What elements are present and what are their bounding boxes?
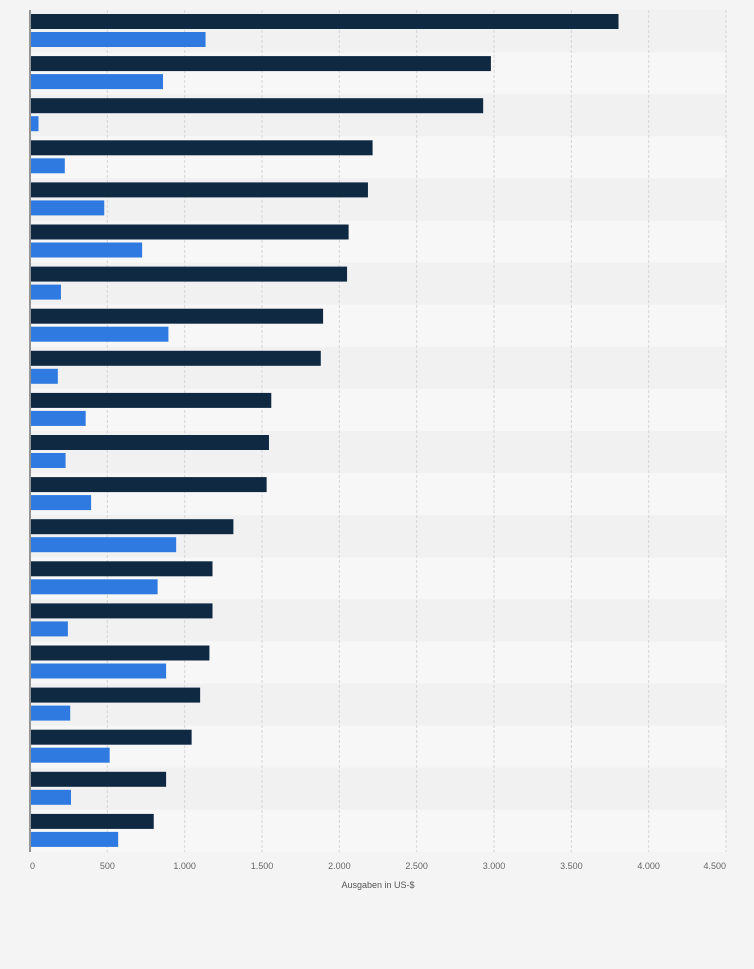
bar-series-2 [31, 621, 68, 637]
x-tick-label: 4.500 [703, 861, 726, 871]
bar-series-1 [31, 266, 348, 282]
x-tick-label: 500 [100, 861, 115, 871]
bar-series-2 [31, 116, 39, 132]
bar-series-1 [31, 308, 324, 324]
bar-series-1 [31, 519, 234, 535]
x-tick-label: 1.000 [173, 861, 196, 871]
bar-series-1 [31, 645, 210, 661]
x-tick-label: 0 [30, 861, 35, 871]
bar-series-1 [31, 687, 201, 703]
bar-series-1 [31, 98, 484, 114]
bar-series-1 [31, 813, 154, 829]
x-tick-label: 2.500 [405, 861, 428, 871]
bar-series-1 [31, 477, 267, 493]
bar-series-2 [31, 410, 86, 426]
bar-series-2 [31, 537, 177, 553]
bar-series-2 [31, 326, 169, 342]
bar-series-1 [31, 771, 167, 787]
bar-series-2 [31, 747, 110, 763]
bar-series-2 [31, 579, 158, 595]
bar-series-2 [31, 368, 58, 384]
bar-series-1 [31, 561, 213, 577]
bar-series-1 [31, 350, 321, 366]
x-tick-label: 3.000 [483, 861, 506, 871]
x-tick-label: 3.500 [560, 861, 583, 871]
bar-series-2 [31, 705, 71, 721]
bar-series-2 [31, 453, 66, 468]
bar-series-2 [31, 284, 61, 300]
bar-series-2 [31, 74, 164, 90]
bar-series-2 [31, 158, 65, 174]
x-tick-label: 4.000 [637, 861, 660, 871]
bar-series-1 [31, 224, 349, 240]
bar-series-2 [31, 200, 105, 216]
bar-series-1 [31, 729, 192, 745]
bar-series-1 [31, 56, 491, 72]
bar-series-1 [31, 14, 619, 29]
bar-series-1 [31, 140, 373, 156]
row-bands [30, 10, 726, 852]
bar-series-2 [31, 32, 206, 47]
bar-series-2 [31, 663, 167, 679]
bar-series-1 [31, 392, 272, 408]
x-axis-title: Ausgaben in US-$ [341, 880, 414, 890]
bar-series-2 [31, 831, 119, 847]
x-tick-label: 1.500 [251, 861, 274, 871]
x-tick-label: 2.000 [328, 861, 351, 871]
bar-series-1 [31, 603, 213, 619]
bars [31, 14, 619, 847]
bar-series-2 [31, 242, 143, 258]
bar-series-1 [31, 435, 269, 450]
x-tick-labels: 0 500 1.000 1.500 2.000 2.500 3.000 3.500 4.000 4… [30, 861, 726, 871]
bar-series-1 [31, 182, 368, 198]
bar-series-2 [31, 789, 71, 805]
bar-series-2 [31, 495, 92, 511]
